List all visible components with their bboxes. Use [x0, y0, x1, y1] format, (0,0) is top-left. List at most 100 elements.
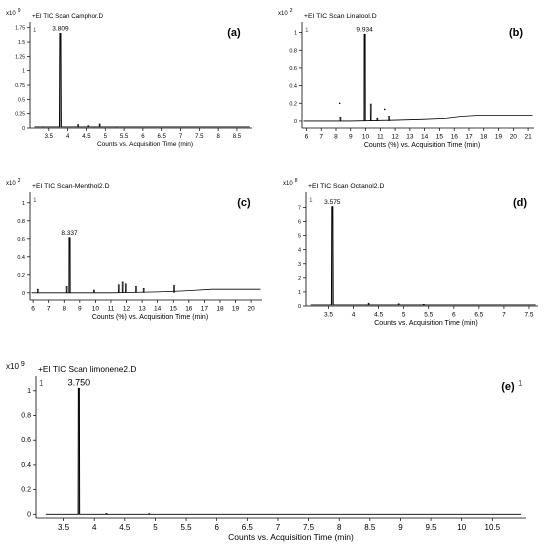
minor-peak [148, 513, 151, 515]
minor-peak [117, 284, 120, 293]
x-tick-label: 13 [406, 134, 414, 141]
x-axis-title: Counts vs. Acquisition Time (min) [97, 141, 193, 148]
x-tick-label: 8.5 [364, 523, 376, 532]
baseline-trace [31, 288, 261, 294]
y-tick-label: 0.6 [289, 66, 297, 72]
y-tick-label: 0.8 [21, 413, 31, 420]
y-tick-label: 0 [27, 511, 31, 518]
y-tick-label: 5 [298, 234, 301, 240]
corner-mark: 1 [39, 379, 44, 388]
y-tick-label: 1 [22, 69, 25, 75]
minor-peak [388, 116, 391, 121]
y-tick-label: 0.4 [17, 255, 25, 261]
exponent-label: x10 8 [283, 178, 298, 187]
y-tick-label: 1.75 [15, 26, 25, 32]
exponent-label: x10 2 [6, 178, 21, 187]
x-axis-title: Counts (%) vs. Acquisition Time (min) [92, 314, 208, 321]
y-tick-label: 0 [298, 304, 301, 310]
trace-dot [338, 102, 341, 105]
x-tick-label: 6 [31, 306, 35, 313]
x-tick-label: 7 [502, 312, 506, 319]
x-tick-label: 5.5 [120, 134, 129, 140]
minor-peak [173, 285, 175, 293]
minor-peak [121, 281, 124, 293]
x-tick-label: 7 [47, 306, 51, 313]
panel-a: x10 9 +EI TIC Scan Camphor.D 1 (a) 0 0.25 0.5 0.… [6, 8, 252, 148]
minor-peak [135, 286, 137, 293]
panel-label: (d) [513, 197, 527, 209]
peak-annotation: 3.750 [68, 377, 91, 387]
x-tick-label: 19 [495, 134, 503, 141]
y-tick-label: 1 [22, 201, 25, 207]
y-tick-label: 7 [298, 205, 301, 211]
x-tick-label: 7.5 [524, 312, 533, 319]
x-tick-label: 12 [391, 134, 399, 141]
x-tick-label: 8 [62, 306, 66, 313]
x-tick-label: 9 [78, 306, 82, 313]
panel-c: x10 2 +EI TIC Scan-Menthol2.D 1 (c) 0 0.2 0.4 0.… [6, 178, 262, 321]
scan-title: +EI TIC Scan-Menthol2.D [32, 183, 110, 190]
corner-mark: 1 [305, 27, 309, 34]
y-tick-label: 0.4 [289, 84, 297, 90]
y-tick-label: 3 [298, 262, 301, 268]
x-tick-label: 10.5 [485, 523, 501, 532]
x-tick-label: 12 [123, 306, 131, 313]
main-peak [58, 32, 62, 127]
x-tick-label: 8.5 [233, 134, 242, 140]
minor-peak [77, 124, 80, 127]
y-tick-label: 0.2 [21, 487, 31, 494]
x-tick-label: 17 [201, 306, 209, 313]
panel-b: x10 2 +EI TIC Scan Linalool.D 1 (b) 0 0.2 0.4 0.… [278, 8, 534, 149]
x-tick-label: 10 [457, 523, 466, 532]
y-tick-label: 1 [27, 388, 31, 395]
x-tick-label: 18 [216, 306, 224, 313]
x-tick-label: 3.5 [45, 134, 54, 140]
x-tick-label: 20 [247, 306, 255, 313]
y-tick-label: 1.25 [15, 54, 25, 60]
x-tick-label: 11 [108, 306, 115, 313]
peak-annotation: 8.337 [61, 230, 78, 237]
y-tick-label: 0.6 [17, 237, 25, 243]
y-tick-label: 0 [294, 119, 297, 125]
exponent-label: x10 2 [278, 8, 293, 17]
y-tick-label: 1.5 [18, 40, 25, 46]
y-tick-label: 0.5 [18, 97, 25, 103]
y-tick-label: 4 [298, 248, 301, 254]
y-tick-label: 0.8 [17, 219, 25, 225]
x-tick-label: 5 [104, 134, 108, 140]
minor-peak [397, 303, 400, 305]
minor-peak [142, 287, 145, 293]
x-tick-label: 6.5 [242, 523, 254, 532]
exponent-label: x10 9 [6, 8, 21, 17]
minor-peak [98, 123, 101, 127]
x-tick-label: 4.5 [374, 312, 383, 319]
y-tick-label: 1 [294, 31, 297, 37]
minor-peak [422, 303, 425, 305]
x-tick-label: 7.5 [195, 134, 204, 140]
minor-peak [124, 283, 127, 293]
x-axis-title: Counts vs. Acquisition Time (min) [228, 532, 354, 542]
corner-mark-right: 1 [518, 379, 523, 388]
x-tick-label: 9 [349, 134, 353, 141]
exponent-label: x10 9 [6, 361, 25, 371]
x-tick-label: 21 [524, 134, 532, 141]
x-tick-label: 7 [276, 523, 281, 532]
minor-peak [339, 117, 342, 121]
x-tick-label: 4 [66, 134, 70, 140]
x-tick-label: 5 [153, 523, 158, 532]
x-tick-label: 20 [510, 134, 518, 141]
x-tick-label: 7 [319, 134, 323, 141]
corner-mark: 1 [33, 28, 37, 34]
minor-peak [376, 117, 379, 121]
x-tick-label: 6 [214, 523, 219, 532]
x-tick-label: 8 [337, 523, 342, 532]
panel-label: (e) [501, 381, 515, 393]
x-tick-label: 5.5 [181, 523, 193, 532]
y-tick-label: 0.2 [289, 101, 297, 107]
x-tick-label: 4 [352, 312, 356, 319]
x-tick-label: 16 [451, 134, 459, 141]
y-tick-label: 0.25 [15, 112, 25, 118]
minor-peak [369, 103, 372, 121]
minor-peak [87, 125, 90, 127]
